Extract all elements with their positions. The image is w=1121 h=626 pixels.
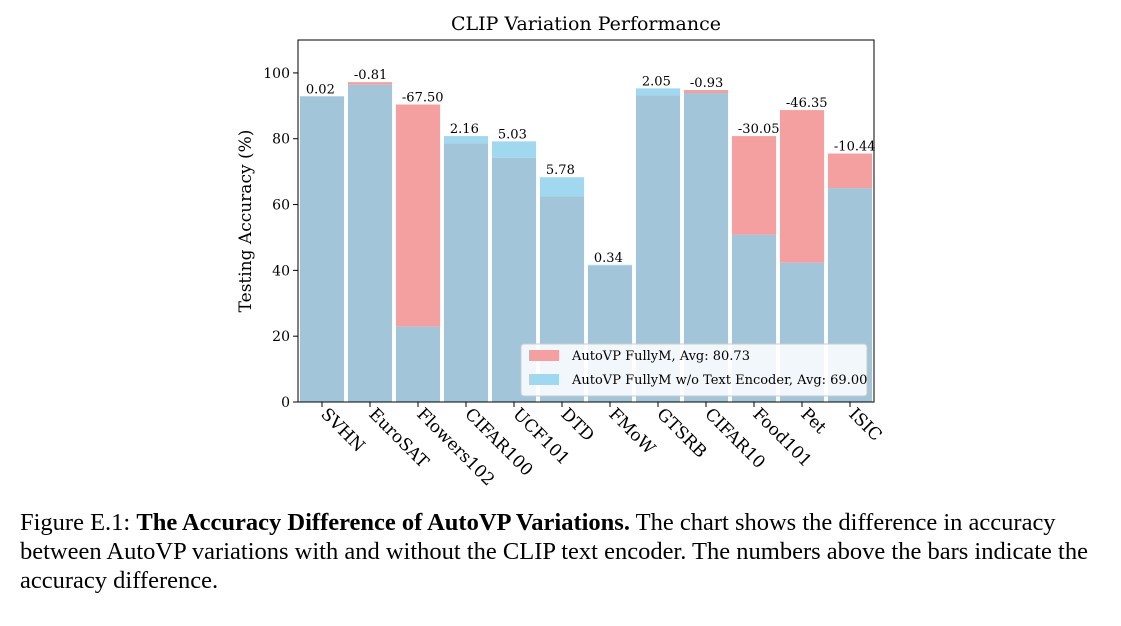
bar-difference-pet: [779, 110, 825, 263]
x-tick-label-pet: Pet: [796, 404, 830, 438]
caption-body: The chart shows the difference in accura…: [20, 509, 1088, 594]
y-tick-label: 40: [272, 263, 290, 279]
figure-caption: Figure E.1: The Accuracy Difference of A…: [20, 508, 1110, 595]
bar-difference-food101: [731, 136, 777, 235]
legend-swatch-fullym: [529, 350, 559, 361]
bar-difference-cifar100: [443, 136, 489, 144]
plot-frame: [297, 39, 875, 403]
y-tick-label: 60: [272, 198, 290, 214]
chart-title: CLIP Variation Performance: [451, 13, 721, 35]
difference-label-eurosat: -0.81: [354, 68, 387, 83]
caption-label: Figure E.1:: [20, 509, 131, 536]
difference-label-cifar10: -0.93: [690, 76, 723, 91]
difference-label-pet: -46.35: [786, 96, 828, 111]
difference-label-svhn: 0.02: [306, 82, 335, 97]
bar-difference-dtd: [539, 177, 585, 197]
y-tick-label: 100: [263, 66, 290, 82]
y-tick-label: 20: [272, 329, 290, 345]
x-tick-label-fmow: FMoW: [604, 404, 659, 459]
bar-chart: CLIP Variation Performance Testing Accur…: [236, 13, 886, 490]
y-axis-label: Testing Accuracy (%): [236, 130, 256, 313]
difference-label-gtsrb: 2.05: [642, 74, 671, 89]
bar-difference-cifar10: [683, 90, 729, 93]
bar-overlap-flowers102: [395, 326, 441, 402]
bar-difference-flowers102: [395, 104, 441, 327]
legend-swatch-no-text-encoder: [529, 374, 559, 385]
bar-difference-gtsrb: [635, 88, 681, 96]
difference-label-food101: -30.05: [738, 122, 780, 137]
bar-difference-ucf101: [491, 141, 537, 158]
y-tick-label: 80: [272, 132, 290, 148]
x-tick-label-isic: ISIC: [844, 404, 885, 445]
x-tick-label-svhn: SVHN: [316, 404, 368, 456]
difference-label-flowers102: -67.50: [402, 91, 444, 106]
difference-label-fmow: 0.34: [594, 251, 623, 266]
difference-label-dtd: 5.78: [546, 163, 575, 178]
y-axis: 0 20 40 60 80 100: [263, 66, 298, 411]
x-tick-label-gtsrb: GTSRB: [652, 404, 710, 462]
caption-bold-title: The Accuracy Difference of AutoVP Variat…: [136, 509, 630, 536]
y-tick-label: 0: [281, 395, 290, 411]
bar-overlap-svhn: [299, 96, 345, 403]
difference-label-ucf101: 5.03: [498, 127, 527, 142]
bar-difference-eurosat: [347, 82, 393, 85]
difference-label-cifar100: 2.16: [450, 122, 479, 137]
legend-label-no-text-encoder: AutoVP FullyM w/o Text Encoder, Avg: 69.…: [571, 373, 867, 388]
x-tick-label-dtd: DTD: [556, 404, 597, 445]
difference-labels: 0.02 -0.81 -67.50 2.16 5.03 5.78 0.34 2.05 -0.93…: [306, 68, 876, 266]
bar-overlap-eurosat: [347, 84, 393, 403]
bar-difference-isic: [827, 153, 873, 189]
bar-overlap-cifar100: [443, 143, 489, 403]
legend-box: [520, 343, 868, 397]
difference-label-isic: -10.44: [834, 140, 876, 155]
bar-difference-fmow: [587, 264, 633, 266]
legend: AutoVP FullyM, Avg: 80.73 AutoVP FullyM …: [520, 343, 868, 397]
legend-label-fullym: AutoVP FullyM, Avg: 80.73: [571, 349, 750, 364]
